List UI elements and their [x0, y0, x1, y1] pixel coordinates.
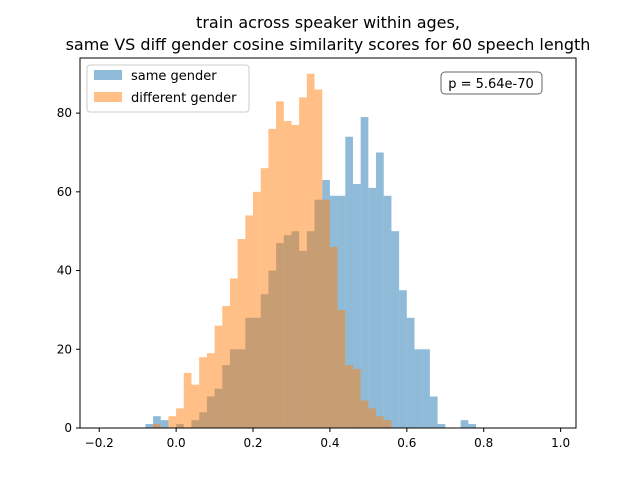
- histogram-bars: [145, 73, 477, 429]
- bar-same-gender: [360, 117, 369, 428]
- bar-same-gender: [460, 420, 469, 428]
- legend: same gender different gender: [86, 64, 250, 113]
- x-tick-label: 0.6: [397, 436, 416, 450]
- y-axis: 0 20 40 60 80: [57, 106, 80, 435]
- bar-different-gender: [268, 128, 277, 428]
- legend-swatch-same-gender: [94, 70, 122, 80]
- chart-title-line-1: train across speaker within ages,: [196, 13, 460, 32]
- legend-label-same-gender: same gender: [131, 69, 217, 84]
- bar-same-gender: [345, 136, 353, 428]
- bar-different-gender: [153, 424, 161, 428]
- bar-different-gender: [360, 400, 369, 428]
- bar-different-gender: [314, 89, 323, 429]
- bar-same-gender: [376, 152, 384, 428]
- bar-different-gender: [245, 215, 254, 428]
- bar-different-gender: [337, 309, 346, 428]
- bar-same-gender: [468, 424, 477, 428]
- bar-different-gender: [345, 365, 353, 428]
- bar-same-gender: [429, 396, 438, 428]
- y-tick-label: 60: [57, 185, 72, 199]
- legend-label-different-gender: different gender: [131, 91, 237, 106]
- bar-different-gender: [237, 239, 246, 428]
- p-value-annotation: p = 5.64e-70: [440, 71, 543, 95]
- y-tick-label: 80: [57, 106, 72, 120]
- x-tick-label: 0.4: [320, 436, 339, 450]
- bar-different-gender: [222, 305, 230, 428]
- x-tick-label: −0.2: [85, 436, 114, 450]
- bar-different-gender: [299, 97, 307, 429]
- bar-same-gender: [160, 420, 169, 428]
- bar-different-gender: [183, 372, 192, 428]
- bar-different-gender: [199, 357, 207, 428]
- y-tick-label: 40: [57, 264, 72, 278]
- bar-same-gender: [153, 416, 161, 428]
- legend-frame: [86, 64, 250, 113]
- x-axis: −0.2 0.0 0.2 0.4 0.6 0.8 1.0: [85, 428, 570, 450]
- bar-different-gender: [376, 416, 384, 428]
- x-tick-label: 1.0: [551, 436, 570, 450]
- bar-same-gender: [383, 195, 392, 428]
- bar-different-gender: [206, 353, 215, 428]
- bar-different-gender: [253, 191, 261, 428]
- bar-different-gender: [229, 278, 238, 428]
- bar-different-gender: [329, 246, 338, 428]
- bar-same-gender: [368, 187, 377, 428]
- bar-different-gender: [322, 199, 330, 428]
- chart-title-line-2: same VS diff gender cosine similarity sc…: [66, 35, 591, 54]
- y-tick-label: 0: [64, 421, 72, 435]
- bar-different-gender: [260, 168, 269, 428]
- bar-same-gender: [145, 424, 154, 428]
- bar-different-gender: [176, 408, 184, 428]
- bar-different-gender: [168, 416, 177, 428]
- bar-same-gender: [406, 317, 415, 428]
- bar-same-gender: [414, 349, 423, 428]
- p-value-box: [440, 71, 543, 95]
- bar-same-gender: [391, 231, 400, 428]
- bar-different-gender: [276, 101, 284, 429]
- bar-different-gender: [214, 325, 223, 428]
- bar-same-gender: [437, 424, 446, 428]
- bar-different-gender: [283, 120, 292, 428]
- x-tick-label: 0.0: [167, 436, 186, 450]
- bar-different-gender: [291, 124, 300, 428]
- bar-different-gender: [306, 73, 315, 429]
- legend-swatch-different-gender: [94, 92, 122, 102]
- y-tick-label: 20: [57, 342, 72, 356]
- bar-different-gender: [352, 368, 361, 428]
- bar-different-gender: [383, 420, 392, 428]
- p-value-text: p = 5.64e-70: [448, 77, 534, 92]
- bar-different-gender: [191, 384, 200, 428]
- bar-different-gender: [368, 408, 377, 428]
- bar-same-gender: [422, 349, 430, 428]
- plot-frame: [79, 57, 577, 429]
- bar-same-gender: [399, 290, 407, 428]
- x-tick-label: 0.8: [474, 436, 493, 450]
- x-tick-label: 0.2: [243, 436, 262, 450]
- bar-same-gender: [352, 183, 361, 428]
